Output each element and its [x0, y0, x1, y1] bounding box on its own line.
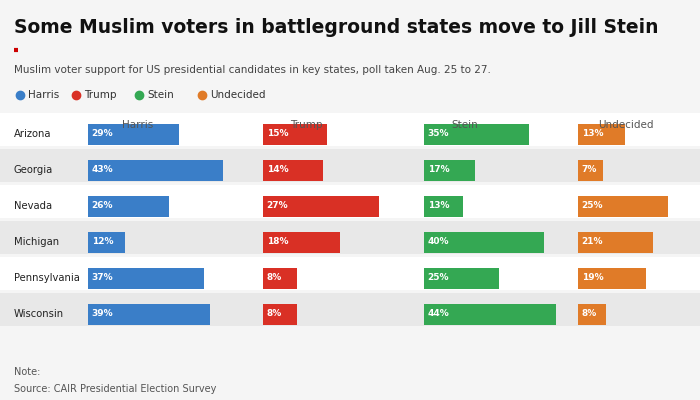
Text: 27%: 27%: [267, 201, 288, 210]
FancyBboxPatch shape: [88, 196, 169, 217]
Text: 43%: 43%: [92, 165, 113, 174]
Text: 29%: 29%: [92, 129, 113, 138]
Text: Harris: Harris: [122, 120, 154, 130]
Text: Georgia: Georgia: [14, 165, 53, 175]
Text: 26%: 26%: [92, 201, 113, 210]
Text: 25%: 25%: [582, 201, 603, 210]
Text: 39%: 39%: [92, 309, 113, 318]
FancyBboxPatch shape: [424, 268, 498, 289]
FancyBboxPatch shape: [424, 160, 475, 181]
Text: 8%: 8%: [267, 309, 282, 318]
Text: Arizona: Arizona: [14, 129, 52, 139]
Text: 15%: 15%: [267, 129, 288, 138]
Text: Trump: Trump: [290, 120, 323, 130]
Text: 12%: 12%: [92, 237, 113, 246]
FancyBboxPatch shape: [88, 232, 125, 253]
FancyBboxPatch shape: [88, 304, 210, 325]
FancyBboxPatch shape: [424, 232, 544, 253]
FancyBboxPatch shape: [578, 124, 624, 145]
FancyBboxPatch shape: [88, 268, 204, 289]
FancyBboxPatch shape: [578, 304, 606, 325]
Text: Undecided: Undecided: [598, 120, 654, 130]
FancyBboxPatch shape: [0, 221, 700, 254]
Text: 19%: 19%: [582, 273, 603, 282]
Text: 40%: 40%: [428, 237, 449, 246]
Text: 13%: 13%: [582, 129, 603, 138]
Text: Undecided: Undecided: [210, 90, 265, 100]
Text: Harris: Harris: [28, 90, 60, 100]
Text: 8%: 8%: [267, 273, 282, 282]
FancyBboxPatch shape: [0, 185, 700, 218]
FancyBboxPatch shape: [424, 304, 556, 325]
Text: 13%: 13%: [428, 201, 449, 210]
FancyBboxPatch shape: [88, 124, 179, 145]
Text: Nevada: Nevada: [14, 201, 52, 211]
FancyBboxPatch shape: [578, 196, 668, 217]
FancyBboxPatch shape: [578, 268, 646, 289]
FancyBboxPatch shape: [0, 113, 700, 146]
Text: 44%: 44%: [428, 309, 449, 318]
FancyBboxPatch shape: [424, 124, 528, 145]
FancyBboxPatch shape: [262, 304, 297, 325]
Text: Stein: Stein: [147, 90, 174, 100]
Text: Some Muslim voters in battleground states move to Jill Stein: Some Muslim voters in battleground state…: [14, 18, 659, 37]
FancyBboxPatch shape: [262, 196, 379, 217]
Text: 18%: 18%: [267, 237, 288, 246]
FancyBboxPatch shape: [424, 196, 463, 217]
Text: Wisconsin: Wisconsin: [14, 309, 64, 319]
FancyBboxPatch shape: [578, 232, 654, 253]
Text: Stein: Stein: [452, 120, 478, 130]
Text: 25%: 25%: [428, 273, 449, 282]
FancyBboxPatch shape: [0, 257, 700, 290]
FancyBboxPatch shape: [262, 232, 340, 253]
FancyBboxPatch shape: [262, 268, 297, 289]
FancyBboxPatch shape: [88, 160, 223, 181]
Text: Note:: Note:: [14, 367, 41, 377]
Text: 8%: 8%: [582, 309, 597, 318]
FancyBboxPatch shape: [0, 293, 700, 326]
Text: Michigan: Michigan: [14, 237, 59, 247]
FancyBboxPatch shape: [578, 160, 603, 181]
Text: Source: CAIR Presidential Election Survey: Source: CAIR Presidential Election Surve…: [14, 384, 216, 394]
Text: Pennsylvania: Pennsylvania: [14, 273, 80, 283]
Text: 35%: 35%: [428, 129, 449, 138]
Text: 17%: 17%: [428, 165, 449, 174]
FancyBboxPatch shape: [262, 160, 323, 181]
Text: Trump: Trump: [84, 90, 116, 100]
FancyBboxPatch shape: [0, 149, 700, 182]
Text: 37%: 37%: [92, 273, 113, 282]
Text: 14%: 14%: [267, 165, 288, 174]
Text: Muslim voter support for US presidential candidates in key states, poll taken Au: Muslim voter support for US presidential…: [14, 65, 491, 75]
FancyBboxPatch shape: [262, 124, 328, 145]
Text: 21%: 21%: [582, 237, 603, 246]
Text: 7%: 7%: [582, 165, 597, 174]
